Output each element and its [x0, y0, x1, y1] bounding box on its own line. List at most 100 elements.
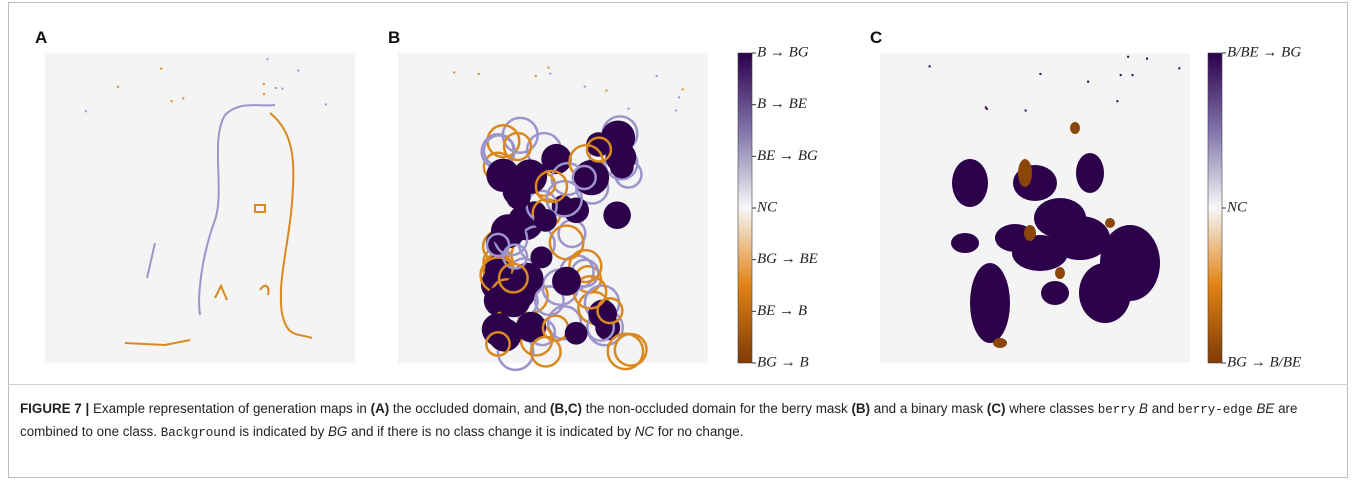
- speck: [477, 72, 480, 75]
- speck: [678, 96, 681, 99]
- caption-text: BE: [1252, 401, 1275, 416]
- edge-change: [214, 283, 270, 301]
- berry-change: [970, 263, 1010, 343]
- colorbar: [1207, 52, 1223, 364]
- colorbar-label: B → BG: [757, 44, 809, 60]
- figure: A B B → BG B → BE BE → BG NC BG → BE BE → B BG →…: [35, 28, 1301, 372]
- speck: [297, 69, 300, 72]
- speck: [170, 100, 173, 103]
- edge-change: [254, 204, 266, 213]
- edge-change: [124, 339, 191, 347]
- berry-edge-change: [548, 224, 585, 261]
- caption-text: berry: [1097, 403, 1136, 417]
- berry-edge-change: [485, 232, 511, 258]
- background-change: [1070, 122, 1080, 134]
- berry-edge-change: [529, 335, 562, 368]
- caption-text: and if there is no class change it is in…: [347, 424, 635, 439]
- panel-label: C: [870, 28, 882, 47]
- map-image: [45, 53, 355, 363]
- colorbar-label: BE → BG: [757, 148, 818, 164]
- berry-change: [490, 214, 525, 249]
- background-change: [1018, 159, 1032, 187]
- caption-text: are combined to one class.: [20, 401, 1298, 439]
- berry-edge-change: [497, 262, 529, 294]
- berry-edge-change: [533, 285, 565, 317]
- speck: [605, 89, 608, 92]
- caption-text: berry-edge: [1177, 403, 1253, 417]
- caption: FIGURE 7 | Example representation of gen…: [20, 398, 1340, 444]
- speck: [627, 107, 630, 110]
- speck: [116, 85, 119, 88]
- berry-edge-change: [571, 164, 597, 191]
- speck: [655, 74, 658, 77]
- caption-text: and: [1147, 401, 1178, 416]
- colorbar-label: BE → B: [757, 303, 807, 319]
- speck: [274, 86, 277, 89]
- speck: [1119, 74, 1122, 77]
- berry-change: [534, 208, 557, 232]
- berry-change: [1012, 235, 1068, 271]
- berry-change: [515, 311, 547, 343]
- caption-text: (A): [370, 401, 390, 416]
- berry-edge-change: [596, 297, 624, 325]
- berry-change: [564, 321, 588, 345]
- speck: [160, 67, 163, 70]
- caption-text: FIGURE 7 |: [20, 401, 90, 416]
- caption-text: is indicated by: [235, 424, 328, 439]
- edge-change: [269, 112, 313, 339]
- berry-change: [486, 286, 510, 310]
- map-image: [880, 53, 1190, 363]
- caption-text: the non-occluded domain for the berry ma…: [582, 401, 852, 416]
- edge-change: [198, 104, 276, 316]
- speck: [182, 97, 185, 100]
- figure-frame: [8, 2, 1348, 478]
- caption-text: BG: [328, 424, 348, 439]
- speck: [1178, 67, 1181, 70]
- speck: [266, 58, 269, 61]
- berry-edge-change: [613, 332, 648, 367]
- speck: [984, 106, 987, 109]
- berry-change: [603, 201, 631, 230]
- speck: [324, 103, 327, 106]
- berry-edge-change: [585, 136, 613, 163]
- caption-rule: [8, 384, 1348, 385]
- speck: [675, 109, 678, 112]
- speck: [1087, 80, 1090, 83]
- speck: [985, 107, 988, 110]
- speck: [549, 72, 552, 75]
- speck: [262, 93, 265, 96]
- berry-change: [552, 266, 581, 296]
- speck: [928, 65, 931, 68]
- berry-change: [1079, 263, 1131, 323]
- berry-change: [951, 233, 979, 253]
- berry-edge-change: [546, 305, 583, 341]
- colorbar-label: BG → BE: [757, 251, 818, 267]
- caption-text: NC: [634, 424, 655, 439]
- background-change: [1055, 267, 1065, 279]
- colorbar-label: B/BE → BG: [1227, 44, 1301, 60]
- colorbar-label: BG → B/BE: [1227, 354, 1301, 370]
- edge-change: [146, 242, 156, 279]
- speck: [583, 85, 586, 88]
- speck: [1127, 55, 1130, 58]
- speck: [262, 83, 265, 86]
- berry-change: [486, 158, 520, 192]
- speck: [681, 88, 684, 91]
- caption-text: B: [1135, 401, 1148, 416]
- background-change: [1105, 218, 1115, 228]
- speck: [547, 66, 550, 69]
- berry-change: [573, 159, 610, 196]
- speck: [1131, 74, 1134, 77]
- caption-text: (B,C): [550, 401, 582, 416]
- colorbar: [737, 52, 753, 364]
- colorbar-label: NC: [756, 199, 778, 215]
- berry-edge-change: [502, 243, 529, 270]
- colorbar-label: B → BE: [757, 96, 807, 112]
- berry-edge-change: [545, 179, 584, 218]
- speck: [281, 87, 284, 90]
- background-change: [993, 338, 1007, 348]
- panel-label: B: [388, 28, 400, 47]
- berry-change: [541, 143, 572, 175]
- speck: [534, 75, 537, 78]
